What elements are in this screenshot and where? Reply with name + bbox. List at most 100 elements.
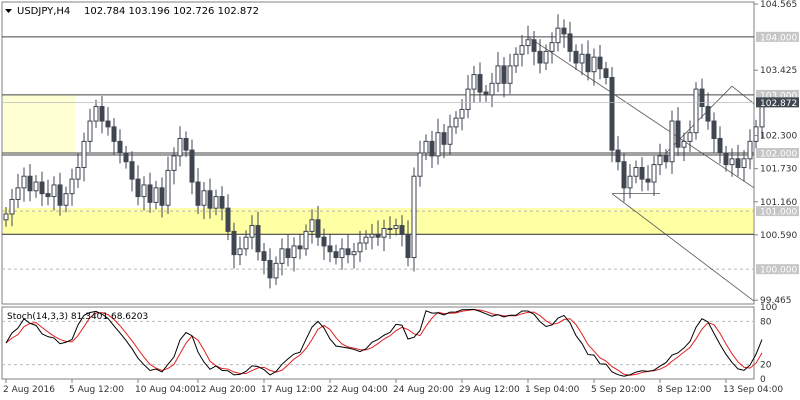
candle-body — [519, 45, 525, 55]
candle — [3, 207, 9, 227]
time-tick-label: 12 Aug 20:00 — [195, 385, 256, 395]
level-label: 101.000 — [760, 208, 797, 218]
candle — [501, 57, 507, 98]
candle-body — [657, 155, 663, 166]
candle — [567, 21, 573, 62]
candle — [585, 40, 591, 81]
candle — [639, 157, 645, 192]
time-axis: 2 Aug 2016 5 Aug 12:00 10 Aug 04:00 12 Aug … — [3, 379, 783, 395]
candle — [477, 62, 483, 103]
candle-body — [447, 126, 453, 145]
candle-body — [597, 56, 603, 70]
stoch-tick-label: 100 — [760, 303, 777, 313]
candle — [345, 234, 351, 264]
candle — [735, 144, 741, 177]
candle — [591, 48, 597, 86]
candle — [159, 177, 165, 218]
candle — [57, 172, 63, 216]
candle-body — [375, 233, 381, 238]
candle-body — [267, 259, 273, 279]
candle-body — [273, 262, 279, 279]
candle-body — [321, 236, 327, 247]
candle-body — [279, 248, 285, 264]
candle — [363, 230, 369, 250]
candle-body — [69, 178, 75, 195]
candle-body — [9, 198, 15, 215]
candle-body — [129, 161, 135, 180]
candle — [273, 256, 279, 285]
candle-body — [609, 77, 615, 151]
candle-body — [327, 245, 333, 253]
candle — [225, 194, 231, 241]
candle-body — [585, 53, 591, 73]
candle-body — [723, 152, 729, 166]
candle-body — [747, 140, 753, 160]
candle — [321, 228, 327, 260]
candle-body — [603, 68, 609, 78]
candle-body — [417, 152, 423, 177]
candle-body — [537, 50, 543, 64]
candle — [645, 165, 651, 191]
candle-body — [339, 248, 345, 259]
candle — [531, 31, 537, 66]
candle — [45, 179, 51, 206]
candle — [327, 233, 333, 263]
price-axis: 104.565 103.425 102.300 101.730 101.160 100.5… — [754, 0, 797, 306]
candle-body — [663, 155, 669, 163]
candle-body — [507, 65, 513, 84]
candle — [429, 130, 435, 169]
candle-body — [57, 184, 63, 206]
stochastic-oscillator: 100 80 20 0 — [2, 303, 777, 385]
candle-body — [315, 219, 321, 238]
candle — [747, 129, 753, 170]
candle — [177, 126, 183, 167]
candle — [453, 111, 459, 134]
candle — [39, 171, 45, 206]
trend-extension-line — [731, 85, 755, 104]
candle-body — [303, 230, 309, 250]
candle-body — [633, 167, 639, 177]
candle-body — [21, 175, 27, 189]
candle-body — [333, 251, 339, 259]
candle-body — [237, 248, 243, 256]
candle — [741, 150, 747, 182]
price-tick-label: 104.565 — [760, 0, 797, 10]
candle-body — [687, 132, 693, 142]
price-tick-label: 102.300 — [760, 132, 797, 142]
time-tick-label: 2 Aug 2016 — [3, 385, 55, 395]
candle — [555, 14, 561, 52]
candle-body — [177, 137, 183, 157]
candles — [3, 14, 765, 289]
stoch-tick-label: 80 — [760, 317, 772, 327]
candle — [705, 92, 711, 130]
candle-body — [513, 53, 519, 67]
candle — [381, 219, 387, 252]
candle-body — [435, 132, 441, 157]
candle — [117, 129, 123, 164]
candle-body — [405, 233, 411, 259]
channel-upper-line — [527, 36, 755, 189]
candle-body — [381, 228, 387, 238]
level-label-bg — [756, 89, 799, 100]
candle — [69, 168, 75, 206]
candle-body — [753, 126, 759, 142]
resistance-zone — [3, 94, 75, 153]
candle — [489, 72, 495, 108]
candle-body — [639, 167, 645, 180]
candle — [669, 110, 675, 174]
candle-body — [531, 39, 537, 52]
candle — [447, 114, 453, 155]
candle-body — [99, 106, 105, 122]
dropdown-triangle-icon[interactable] — [5, 9, 12, 13]
candle — [243, 230, 249, 256]
candle — [9, 189, 15, 227]
candle — [423, 134, 429, 160]
candle — [663, 148, 669, 169]
candle — [753, 119, 759, 149]
candle — [597, 44, 603, 80]
candle — [687, 120, 693, 152]
candle — [135, 165, 141, 206]
candle-body — [555, 27, 561, 44]
candle-body — [87, 120, 93, 142]
